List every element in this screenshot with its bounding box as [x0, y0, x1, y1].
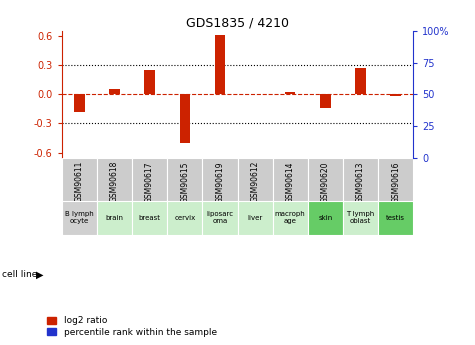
- Text: GSM90620: GSM90620: [321, 161, 330, 203]
- Bar: [378, 201, 413, 235]
- Bar: [273, 201, 308, 235]
- Bar: [308, 158, 343, 201]
- Bar: [343, 158, 378, 201]
- Text: GSM90619: GSM90619: [216, 161, 224, 203]
- Bar: [62, 201, 97, 235]
- Text: GSM90618: GSM90618: [110, 161, 119, 203]
- Bar: [390, 94, 401, 96]
- Text: GSM90617: GSM90617: [145, 161, 154, 203]
- Bar: [320, 94, 331, 108]
- Bar: [273, 158, 308, 201]
- Text: liver: liver: [247, 215, 263, 221]
- Bar: [238, 201, 273, 235]
- Text: GSM90615: GSM90615: [180, 161, 189, 203]
- Text: breast: breast: [139, 215, 161, 221]
- Bar: [355, 68, 366, 94]
- Bar: [167, 201, 202, 235]
- Text: macroph
age: macroph age: [275, 211, 305, 224]
- Text: liposarc
oma: liposarc oma: [206, 211, 234, 224]
- Bar: [97, 158, 132, 201]
- Bar: [144, 70, 155, 94]
- Bar: [74, 94, 85, 112]
- Text: T lymph
oblast: T lymph oblast: [346, 211, 375, 224]
- Bar: [215, 35, 225, 94]
- Legend: log2 ratio, percentile rank within the sample: log2 ratio, percentile rank within the s…: [48, 316, 217, 337]
- Bar: [202, 158, 238, 201]
- Text: B lymph
ocyte: B lymph ocyte: [65, 211, 94, 224]
- Bar: [308, 201, 343, 235]
- Bar: [132, 201, 167, 235]
- Text: testis: testis: [386, 215, 405, 221]
- Bar: [180, 94, 190, 143]
- Text: GSM90614: GSM90614: [286, 161, 294, 203]
- Bar: [202, 201, 238, 235]
- Bar: [285, 92, 295, 94]
- Bar: [132, 158, 167, 201]
- Title: GDS1835 / 4210: GDS1835 / 4210: [186, 17, 289, 30]
- Bar: [343, 201, 378, 235]
- Text: GSM90612: GSM90612: [251, 161, 259, 203]
- Text: brain: brain: [105, 215, 124, 221]
- Text: GSM90616: GSM90616: [391, 161, 400, 203]
- Bar: [167, 158, 202, 201]
- Bar: [62, 158, 97, 201]
- Text: GSM90613: GSM90613: [356, 161, 365, 203]
- Text: cell line: cell line: [2, 270, 38, 279]
- Text: cervix: cervix: [174, 215, 195, 221]
- Bar: [238, 158, 273, 201]
- Bar: [109, 89, 120, 94]
- Bar: [97, 201, 132, 235]
- Text: ▶: ▶: [36, 270, 43, 280]
- Bar: [378, 158, 413, 201]
- Text: skin: skin: [318, 215, 332, 221]
- Text: GSM90611: GSM90611: [75, 161, 84, 203]
